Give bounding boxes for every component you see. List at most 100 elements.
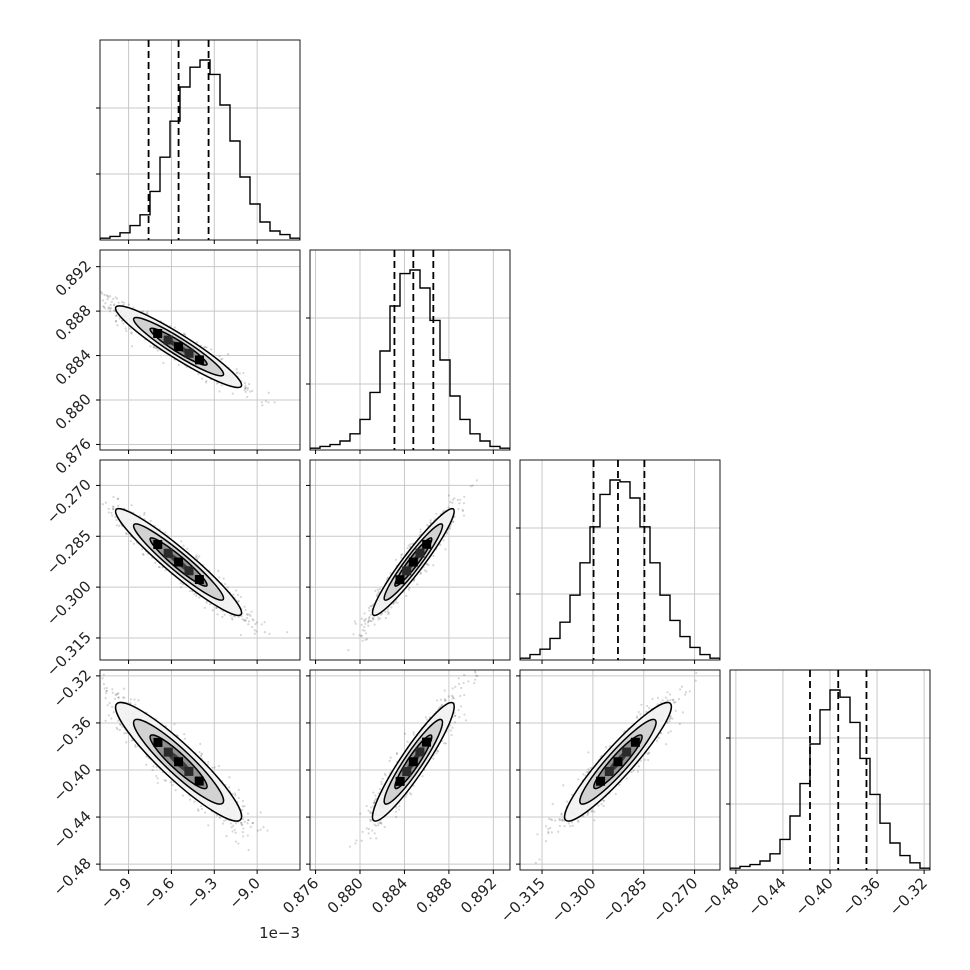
sample-point [110,300,113,304]
sample-point [244,386,248,389]
sample-point [145,312,148,315]
sample-point [87,501,89,503]
sample-point [198,555,201,558]
sample-point [229,614,232,617]
sample-point [152,765,155,768]
sample-point [207,760,210,764]
sample-point [254,622,257,626]
y-tick-label: 0.884 [52,346,95,389]
sample-point [111,514,114,517]
sample-point [373,623,376,626]
sample-point [204,811,207,814]
sample-point [145,755,148,758]
sample-point [122,301,126,304]
sample-point [453,515,456,519]
sample-point [243,805,246,808]
sample-point [367,617,371,620]
sample-point [101,292,104,295]
sample-point [244,608,247,612]
sample-point [210,348,213,351]
sample-point [146,310,149,313]
sample-point [164,779,168,782]
sample-point [188,589,192,593]
sample-point [128,327,131,330]
sample-point [247,819,250,822]
sample-point [116,692,119,695]
sample-point [110,717,113,720]
sample-point [183,332,186,335]
sample-point [180,540,183,543]
sample-point [125,329,128,333]
sample-point [113,303,116,306]
sample-point [221,615,224,618]
sample-point [232,593,235,596]
sample-point [364,638,367,641]
sample-point [112,505,115,508]
sample-point [242,371,245,375]
sample-point [252,619,255,622]
sample-point [200,753,203,756]
sample-point [115,524,119,527]
sample-point [432,564,435,567]
sample-point [161,566,164,569]
sample-point [132,306,135,309]
density-cell [184,348,194,358]
sample-point [184,333,187,336]
sample-point [241,808,244,812]
sample-point [246,386,250,390]
sample-point [234,840,237,843]
scatter-panel-2-1 [306,459,511,664]
sample-point [429,519,432,522]
sample-point [389,571,392,575]
sample-point [273,401,276,404]
sample-point [220,384,223,387]
sample-point [363,620,366,623]
panel-frame [309,459,511,661]
sample-point [380,612,384,615]
sample-point [371,616,375,620]
sample-point [156,349,159,352]
sample-point [103,307,107,310]
sample-point [463,495,466,498]
sample-point [246,822,249,825]
sample-point [457,507,460,511]
sample-point [255,630,258,633]
sample-point [218,390,221,393]
sample-point [116,497,119,501]
sample-point [101,677,104,680]
sample-point [102,305,105,308]
sample-point [237,842,240,845]
sample-point [240,821,243,824]
sample-point [244,387,247,390]
sample-point [461,509,465,513]
sample-point [203,346,206,349]
sample-point [191,590,194,593]
sample-point [218,355,221,358]
sample-point [234,615,237,618]
sample-point [243,619,246,622]
sample-point [143,511,146,514]
sample-point [181,794,184,797]
sample-point [367,624,370,627]
sample-point [107,306,110,309]
sample-point [363,625,366,629]
density-cell [153,328,163,338]
sample-point [149,519,152,522]
y-tick-label: 0.888 [52,301,95,344]
sample-point [112,297,115,301]
sample-point [439,543,442,546]
sample-point [231,618,234,621]
sample-point [155,765,158,769]
sample-point [130,739,133,742]
sample-point [260,623,263,626]
sample-point [251,822,254,825]
sample-point [181,583,185,586]
sample-point [115,314,118,317]
sample-point [220,358,223,361]
sample-point [239,633,242,637]
sample-point [236,593,240,597]
sample-point [223,613,226,616]
sample-point [116,324,119,327]
sample-point [432,554,435,558]
